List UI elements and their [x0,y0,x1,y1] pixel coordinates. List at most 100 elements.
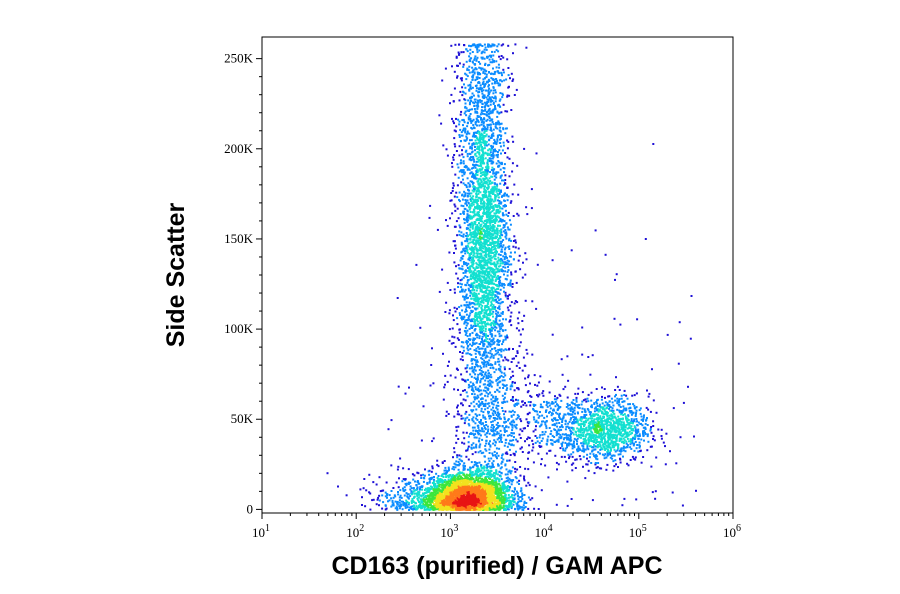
event-point [487,258,490,261]
event-point [426,482,429,485]
event-point [512,503,515,506]
event-point [412,487,415,490]
event-point [510,200,513,203]
event-point [478,243,481,246]
event-point [468,487,470,490]
event-point [507,282,510,285]
event-point [438,483,441,486]
event-point [462,501,465,504]
event-point [472,247,475,249]
event-point [481,296,484,299]
event-point [471,173,474,176]
event-point [469,373,472,376]
event-point [444,473,447,476]
event-point [468,485,471,488]
event-point [439,490,442,493]
event-point [404,482,407,485]
event-point [468,318,471,321]
event-point [482,365,485,368]
event-point [456,495,459,497]
event-point [467,495,470,498]
event-point [499,506,502,509]
event-point [469,312,472,315]
event-point [502,230,505,233]
event-point [417,481,420,484]
event-point [477,270,480,272]
event-point [486,234,489,237]
event-point [403,501,406,504]
event-point [479,381,482,384]
event-point [480,171,483,174]
event-point [494,294,497,297]
event-point [521,369,524,372]
event-point [483,225,486,228]
event-point [362,487,365,490]
event-point [492,149,495,151]
event-point [468,491,471,494]
event-point [457,485,460,488]
event-point [508,481,511,484]
event-point [521,494,524,497]
event-point [456,481,459,484]
event-point [449,492,452,495]
event-point [478,145,481,148]
event-point [491,276,494,278]
event-point [493,308,496,310]
event-point [475,235,478,238]
event-point [482,472,485,475]
event-point [458,331,461,334]
event-point [486,302,489,305]
event-point [523,502,526,504]
event-point [430,491,433,494]
event-point [475,356,477,359]
event-point [437,478,440,481]
event-point [433,476,435,478]
event-point [487,252,490,255]
event-point [481,136,484,139]
event-point [411,498,414,501]
event-point [382,501,385,504]
event-point [421,501,424,504]
event-point [469,275,472,278]
event-point [457,388,459,391]
event-point [495,126,497,129]
event-point [501,485,504,487]
event-point [478,232,481,235]
event-point [489,484,492,486]
event-point [503,284,506,286]
event-point [439,504,442,507]
event-point [491,181,493,184]
event-point [449,482,451,485]
event-point [482,492,485,495]
event-point [500,122,503,125]
event-point [492,466,495,468]
event-point [447,505,449,508]
event-point [440,475,443,477]
event-point [470,261,473,264]
event-point [491,166,494,169]
event-point [470,507,473,509]
event-point [488,153,491,156]
event-point [497,473,499,476]
event-point [404,505,407,507]
event-point [472,254,475,257]
event-point [527,496,530,499]
event-point [501,212,504,215]
event-point [462,272,465,274]
event-point [466,501,469,504]
event-point [474,487,477,490]
event-point [495,244,498,247]
event-point [476,508,479,511]
event-point [464,508,467,511]
event-point [468,158,471,161]
event-point [484,361,487,364]
event-point [456,277,459,280]
event-point [489,228,492,231]
event-point [480,489,483,492]
event-point [448,328,451,331]
event-point [473,295,476,297]
event-point [490,301,493,304]
event-point [513,183,516,186]
event-point [420,499,423,502]
event-point [482,326,485,328]
